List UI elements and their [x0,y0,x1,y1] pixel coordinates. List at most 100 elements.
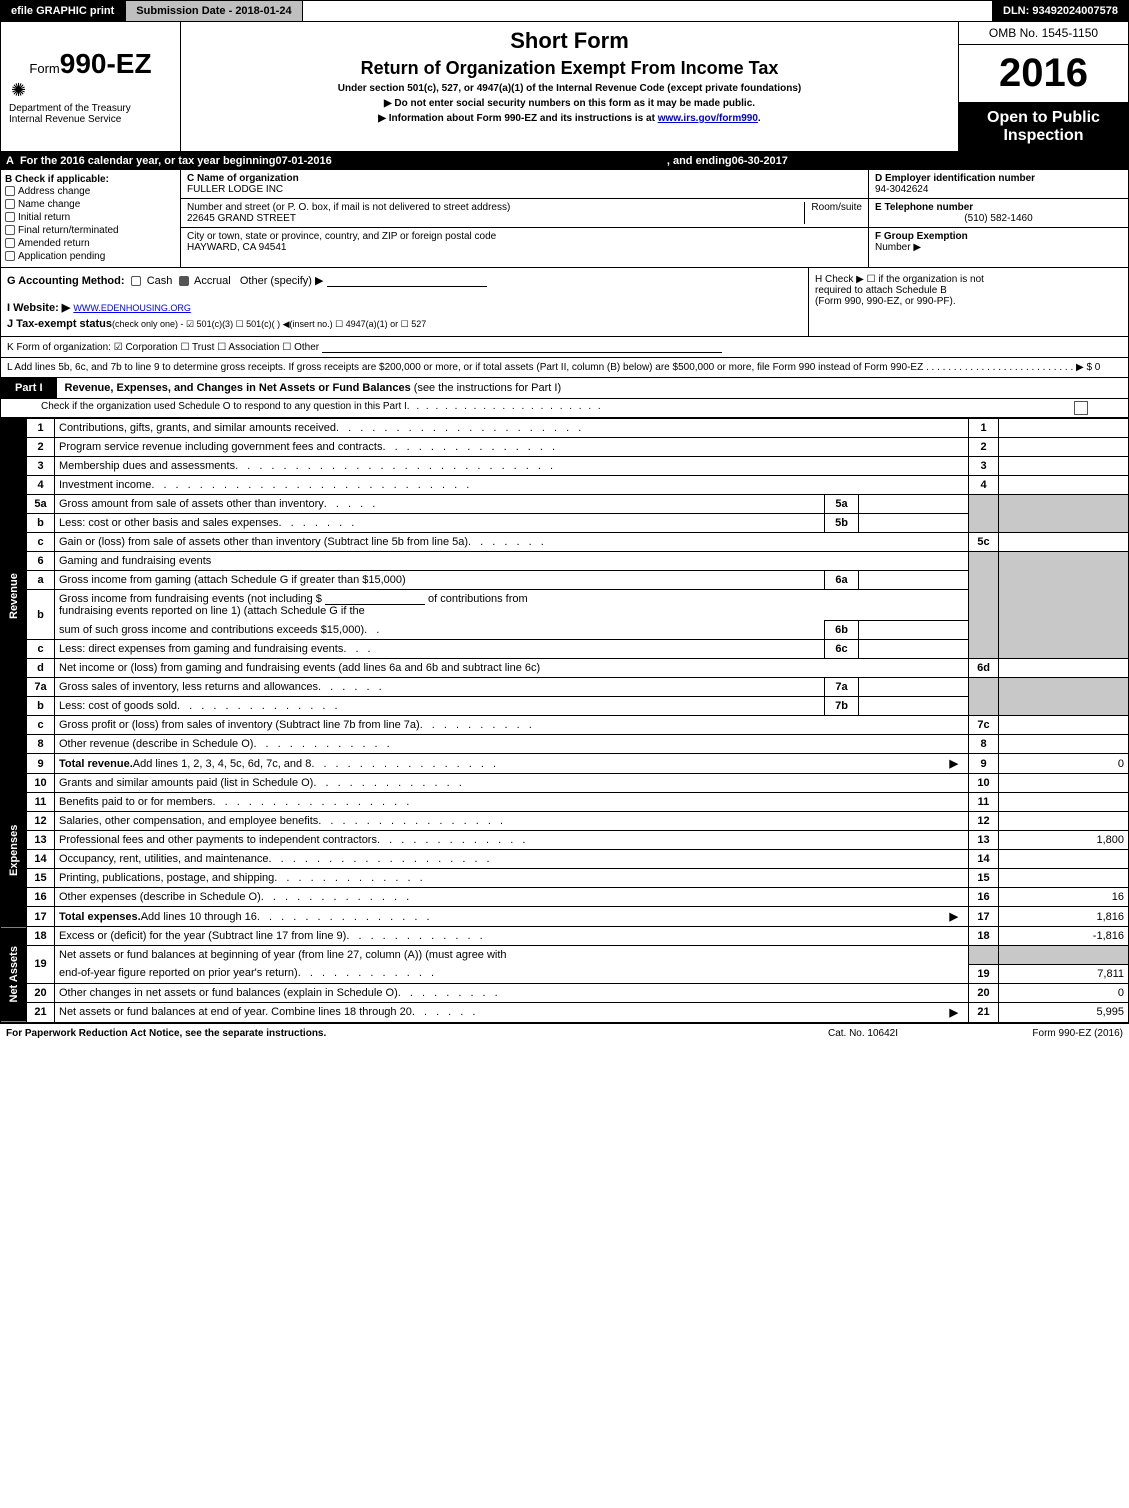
line-10-amt [999,774,1129,793]
l6b3-text: fundraising events reported on line 1) (… [59,605,365,617]
l10-text: Grants and similar amounts paid (list in… [59,777,313,789]
line-num: a [27,571,55,590]
chk-application-pending[interactable]: Application pending [5,250,176,263]
line-9-desc: Total revenue. Add lines 1, 2, 3, 4, 5c,… [55,754,969,774]
checkbox-icon [5,238,15,248]
line-ref: 5c [969,533,999,552]
line-num: 17 [27,907,55,927]
chk-final-return[interactable]: Final return/terminated [5,224,176,237]
line-12-amt [999,812,1129,831]
open-to-public: Open to Public Inspection [959,103,1128,151]
line-9-amt: 0 [999,754,1129,774]
footer-left: For Paperwork Reduction Act Notice, see … [6,1028,763,1039]
line-21-desc: Net assets or fund balances at end of ye… [55,1002,969,1022]
g-label: G Accounting Method: [7,275,125,287]
l7b-text: Less: cost of goods sold [59,700,177,712]
sub3-pre: ▶ Information about Form 990-EZ and its … [378,113,657,124]
l4-text: Investment income [59,479,151,491]
dept-line2: Internal Revenue Service [9,114,172,125]
line-6b-desc1: Gross income from fundraising events (no… [55,590,969,621]
sub3-post: . [758,113,761,124]
line-6c-box: 6c [825,640,859,659]
row-a-label: A [6,155,14,167]
line-5b-box: 5b [825,514,859,533]
checkbox-icon[interactable] [179,276,189,286]
dept-treasury: Department of the Treasury Internal Reve… [5,101,176,125]
line-num: 20 [27,983,55,1002]
row-a-taxyear: A For the 2016 calendar year, or tax yea… [0,152,1129,170]
l20-text: Other changes in net assets or fund bala… [59,987,398,999]
line-13-amt: 1,800 [999,831,1129,850]
efile-print-button[interactable]: efile GRAPHIC print [0,0,125,22]
line-ref: 7c [969,716,999,735]
line-17-amt: 1,816 [999,907,1129,927]
l5a-text: Gross amount from sale of assets other t… [59,498,324,510]
line-5b-desc: Less: cost or other basis and sales expe… [55,514,825,533]
line-ref: 18 [969,927,999,946]
grey-cell [969,946,999,965]
line-num: d [27,659,55,678]
l1-text: Contributions, gifts, grants, and simila… [59,422,336,434]
k-other-blank[interactable] [322,341,722,353]
l16-text: Other expenses (describe in Schedule O) [59,891,261,903]
checkbox-icon [5,186,15,196]
grey-cell [999,552,1129,659]
revenue-sidelabel: Revenue [1,419,27,774]
website-link[interactable]: WWW.EDENHOUSING.ORG [73,303,191,313]
line-15-desc: Printing, publications, postage, and shi… [55,869,969,888]
grey-cell [969,552,999,659]
header-middle: Short Form Return of Organization Exempt… [181,22,958,151]
header-right: OMB No. 1545-1150 2016 Open to Public In… [958,22,1128,151]
omb-number: OMB No. 1545-1150 [959,22,1128,45]
city-value: HAYWARD, CA 94541 [187,242,862,253]
l21-text: Net assets or fund balances at end of ye… [59,1006,412,1018]
opt-name-change: Name change [18,199,80,210]
ein-value: 94-3042624 [875,184,1122,195]
tax-year: 2016 [959,45,1128,103]
phone-value: (510) 582-1460 [875,213,1122,224]
l14-text: Occupancy, rent, utilities, and maintena… [59,853,269,865]
header-left: Form990-EZ ✺ Department of the Treasury … [1,22,181,151]
d-label: D Employer identification number [875,173,1035,184]
l12-text: Salaries, other compensation, and employ… [59,815,318,827]
line-num: 12 [27,812,55,831]
row-l-gross-receipts: L Add lines 5b, 6c, and 7b to line 9 to … [0,358,1129,378]
line-5c-amt [999,533,1129,552]
l6b-blank[interactable] [325,593,425,605]
line-13-desc: Professional fees and other payments to … [55,831,969,850]
line-num: b [27,697,55,716]
g-other: Other (specify) ▶ [240,275,324,287]
checkbox-icon [5,199,15,209]
line-num: c [27,716,55,735]
line-21-amt: 5,995 [999,1002,1129,1022]
line-num: b [27,514,55,533]
line-ref: 20 [969,983,999,1002]
org-name-value: FULLER LODGE INC [187,184,862,195]
chk-amended-return[interactable]: Amended return [5,237,176,250]
line-ref: 12 [969,812,999,831]
schedule-o-checkbox[interactable] [1074,401,1088,415]
checkbox-icon[interactable] [131,276,141,286]
chk-address-change[interactable]: Address change [5,185,176,198]
l6c-text: Less: direct expenses from gaming and fu… [59,643,343,655]
line-2-desc: Program service revenue including govern… [55,438,969,457]
line-10-desc: Grants and similar amounts paid (list in… [55,774,969,793]
line-19b-desc: end-of-year figure reported on prior yea… [55,964,969,983]
footer-formref: Form 990-EZ (2016) [963,1028,1123,1039]
line-6d-desc: Net income or (loss) from gaming and fun… [55,659,969,678]
line-ref: 8 [969,735,999,754]
l19b-text: end-of-year figure reported on prior yea… [59,967,298,979]
chk-name-change[interactable]: Name change [5,198,176,211]
line-6-desc: Gaming and fundraising events [55,552,969,571]
row-a-pre: For the 2016 calendar year, or tax year … [20,155,276,167]
city-label: City or town, state or province, country… [187,231,862,242]
irs-link[interactable]: www.irs.gov/form990 [658,113,758,124]
l7c-text: Gross profit or (loss) from sales of inv… [59,719,420,731]
line-6c-desc: Less: direct expenses from gaming and fu… [55,640,825,659]
g-other-blank[interactable] [327,275,487,287]
chk-initial-return[interactable]: Initial return [5,211,176,224]
line-ref: 21 [969,1002,999,1022]
l7a-text: Gross sales of inventory, less returns a… [59,681,318,693]
line-19-amt: 7,811 [999,964,1129,983]
row-a-mid: , and ending [667,155,732,167]
